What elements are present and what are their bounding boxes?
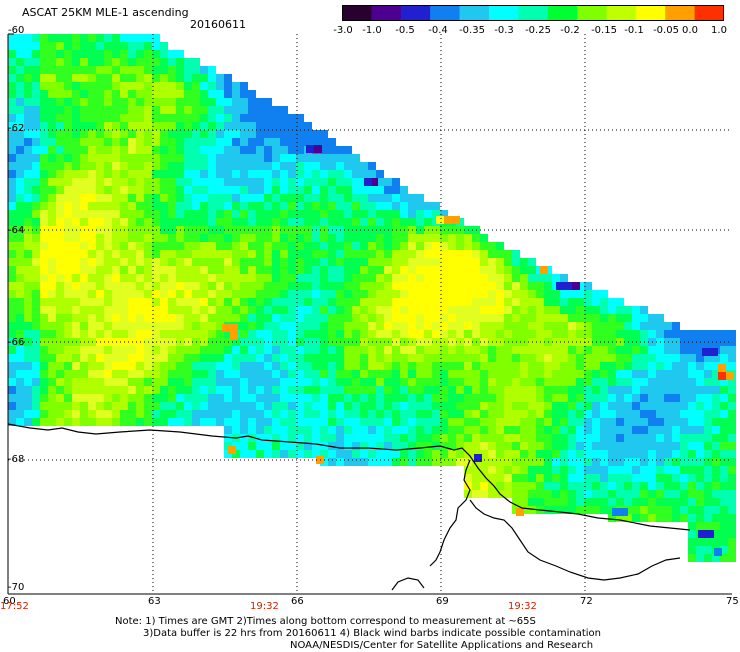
map-date: 20160611 xyxy=(190,18,246,31)
colorbar-label: -0.2 xyxy=(560,25,580,36)
colorbar-label: -0.1 xyxy=(624,25,644,36)
colorbar-swatch xyxy=(635,5,666,21)
y-tick-label: -70 xyxy=(8,582,24,593)
colorbar xyxy=(342,5,724,21)
colorbar-label: -0.05 xyxy=(653,25,679,36)
colorbar-swatch xyxy=(400,5,431,21)
x-tick-label: 66 xyxy=(291,596,304,607)
y-tick-label: -66 xyxy=(8,337,24,348)
footnote-line-1: Note: 1) Times are GMT 2)Times along bot… xyxy=(115,616,536,627)
coastline xyxy=(7,423,691,591)
colorbar-label: -0.4 xyxy=(428,25,448,36)
x-tick-label: 60 xyxy=(3,596,16,607)
colorbar-labels: -3.0 -1.0 -0.5 -0.4 -0.35 -0.3 -0.25 -0.… xyxy=(0,25,740,39)
colorbar-label: -0.15 xyxy=(591,25,617,36)
time-label: 17:52 xyxy=(0,601,29,612)
colorbar-label: -0.3 xyxy=(494,25,514,36)
colorbar-swatch xyxy=(342,5,372,21)
x-tick-label: 75 xyxy=(726,596,739,607)
colorbar-label: -3.0 xyxy=(333,25,353,36)
footnote-line-2: 3)Data buffer is 22 hrs from 20160611 4)… xyxy=(143,628,601,639)
colorbar-swatch xyxy=(577,5,607,21)
map-title: ASCAT 25KM MLE-1 ascending xyxy=(22,6,189,19)
y-tick-label: -60 xyxy=(8,25,24,36)
y-tick-label: -68 xyxy=(8,454,24,465)
colorbar-swatch xyxy=(371,5,402,21)
colorbar-swatch xyxy=(459,5,490,21)
colorbar-label: -0.35 xyxy=(459,25,485,36)
plot-frame xyxy=(7,33,732,595)
colorbar-swatch xyxy=(430,5,461,21)
colorbar-label: -0.5 xyxy=(395,25,415,36)
colorbar-label: -1.0 xyxy=(362,25,382,36)
x-tick-label: 69 xyxy=(436,596,449,607)
colorbar-swatch xyxy=(606,5,637,21)
colorbar-swatch xyxy=(488,5,519,21)
scalar-field-raster xyxy=(8,34,736,562)
x-tick-label: 63 xyxy=(148,596,161,607)
footnote-line-3: NOAA/NESDIS/Center for Satellite Applica… xyxy=(290,640,594,651)
colorbar-swatch xyxy=(518,5,549,21)
colorbar-swatch xyxy=(547,5,578,21)
y-tick-label: -64 xyxy=(8,225,24,236)
time-label: 19:32 xyxy=(508,601,537,612)
colorbar-label: 0.0 xyxy=(682,25,698,36)
colorbar-swatch xyxy=(694,5,724,21)
colorbar-swatch xyxy=(665,5,696,21)
time-label: 19:32 xyxy=(250,601,279,612)
colorbar-label: 1.0 xyxy=(711,25,727,36)
graticule xyxy=(8,34,732,594)
y-tick-label: -62 xyxy=(8,123,24,134)
colorbar-label: -0.25 xyxy=(525,25,551,36)
x-tick-label: 72 xyxy=(580,596,593,607)
